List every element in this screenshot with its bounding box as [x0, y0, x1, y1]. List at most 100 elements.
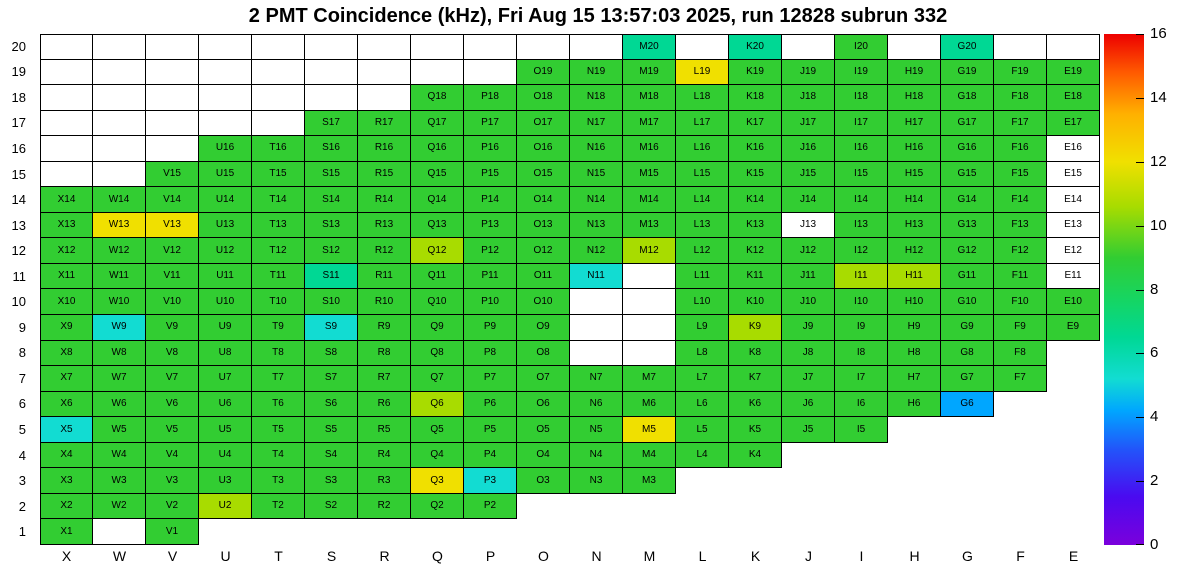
heatmap-cell-N15: N15 [570, 161, 623, 188]
heatmap-cell-E19: E19 [1047, 59, 1100, 86]
heatmap-cell-R2: R2 [358, 493, 411, 520]
heatmap-cell-O16: O16 [517, 136, 570, 162]
y-axis-label: 20 [11, 38, 26, 54]
heatmap-cell-N12: N12 [570, 238, 623, 264]
colorbar-tick [1136, 289, 1144, 291]
y-axis-label: 13 [11, 217, 26, 233]
heatmap-cell-N14: N14 [570, 187, 623, 213]
heatmap-cell-V12: V12 [146, 238, 199, 264]
empty-region [888, 494, 941, 520]
empty-region [623, 519, 676, 545]
heatmap-cell-S4: S4 [305, 442, 358, 469]
heatmap-cell-X5: X5 [40, 417, 93, 443]
heatmap-cell-G7: G7 [941, 366, 994, 392]
heatmap-cell-T12: T12 [252, 238, 305, 264]
heatmap-cell-P10: P10 [464, 289, 517, 316]
heatmap-cell-M4: M4 [623, 442, 676, 469]
heatmap-cell-V8: V8 [146, 340, 199, 367]
heatmap-cell-J14: J14 [782, 187, 835, 213]
y-axis-label: 18 [11, 89, 26, 105]
y-axis-label: 14 [11, 192, 26, 208]
heatmap-cell-T8: T8 [252, 340, 305, 367]
heatmap-cell-E11: E11 [1047, 263, 1100, 290]
x-axis-label: R [379, 548, 390, 564]
heatmap-cell-Q6: Q6 [411, 391, 464, 418]
x-axis-label: E [1068, 548, 1079, 564]
heatmap-cell-S13: S13 [305, 212, 358, 239]
heatmap-cell-blank [93, 519, 146, 545]
heatmap-cell-J8: J8 [782, 340, 835, 367]
heatmap-cell-H14: H14 [888, 187, 941, 213]
heatmap-cell-G16: G16 [941, 136, 994, 162]
heatmap-cell-blank [570, 315, 623, 341]
heatmap-cell-blank [252, 34, 305, 60]
heatmap-cell-K7: K7 [729, 366, 782, 392]
heatmap-cell-T6: T6 [252, 391, 305, 418]
colorbar [1104, 34, 1144, 545]
heatmap-cell-I11: I11 [835, 263, 888, 290]
heatmap-cell-I6: I6 [835, 391, 888, 418]
heatmap-cell-Q18: Q18 [411, 85, 464, 111]
heatmap-cell-E14: E14 [1047, 187, 1100, 213]
heatmap-cell-blank [93, 59, 146, 86]
empty-region [782, 494, 835, 520]
empty-region [1047, 443, 1100, 469]
heatmap-cell-X8: X8 [40, 340, 93, 367]
heatmap-cell-R3: R3 [358, 468, 411, 494]
heatmap-cell-I16: I16 [835, 136, 888, 162]
heatmap-cell-blank [146, 85, 199, 111]
heatmap-cell-G8: G8 [941, 340, 994, 367]
heatmap-cell-I7: I7 [835, 366, 888, 392]
heatmap-cell-M17: M17 [623, 110, 676, 137]
heatmap-cell-blank [40, 85, 93, 111]
empty-region [994, 417, 1047, 443]
x-axis-label: T [274, 548, 283, 564]
heatmap-cell-W11: W11 [93, 263, 146, 290]
heatmap-cell-blank [570, 289, 623, 316]
heatmap-cell-V9: V9 [146, 315, 199, 341]
heatmap-cell-blank [40, 136, 93, 162]
heatmap-cell-blank [199, 85, 252, 111]
heatmap-cell-R5: R5 [358, 417, 411, 443]
heatmap-cell-X7: X7 [40, 366, 93, 392]
heatmap-cell-H15: H15 [888, 161, 941, 188]
heatmap-cell-X2: X2 [40, 493, 93, 520]
x-axis-label: I [859, 548, 864, 564]
heatmap-cell-P7: P7 [464, 366, 517, 392]
heatmap-cell-R7: R7 [358, 366, 411, 392]
heatmap-cell-V6: V6 [146, 391, 199, 418]
heatmap-cell-E10: E10 [1047, 289, 1100, 316]
heatmap-cell-blank [146, 34, 199, 60]
heatmap-cell-V7: V7 [146, 366, 199, 392]
heatmap-cell-N16: N16 [570, 136, 623, 162]
heatmap-cell-R9: R9 [358, 315, 411, 341]
heatmap-cell-P11: P11 [464, 263, 517, 290]
empty-region [1047, 519, 1100, 545]
heatmap-cell-N18: N18 [570, 85, 623, 111]
heatmap-cell-O5: O5 [517, 417, 570, 443]
heatmap-cell-U6: U6 [199, 391, 252, 418]
heatmap-cell-S17: S17 [305, 110, 358, 137]
heatmap-cell-W8: W8 [93, 340, 146, 367]
x-axis-label: S [326, 548, 337, 564]
heatmap-cell-L19: L19 [676, 59, 729, 86]
heatmap-cell-V3: V3 [146, 468, 199, 494]
heatmap-cell-L5: L5 [676, 417, 729, 443]
x-axis-label: U [220, 548, 231, 564]
empty-region [570, 494, 623, 520]
x-axis-label: G [962, 548, 973, 564]
heatmap-cell-R12: R12 [358, 238, 411, 264]
heatmap-cell-N11: N11 [570, 263, 623, 290]
heatmap-cell-X1: X1 [40, 519, 93, 545]
heatmap-cell-F19: F19 [994, 59, 1047, 86]
heatmap-cell-F10: F10 [994, 289, 1047, 316]
empty-region [1047, 392, 1100, 418]
heatmap-cell-G18: G18 [941, 85, 994, 111]
heatmap-cell-T9: T9 [252, 315, 305, 341]
heatmap-cell-R10: R10 [358, 289, 411, 316]
colorbar-tick [1136, 225, 1144, 227]
heatmap-cell-L18: L18 [676, 85, 729, 111]
heatmap-cell-R15: R15 [358, 161, 411, 188]
